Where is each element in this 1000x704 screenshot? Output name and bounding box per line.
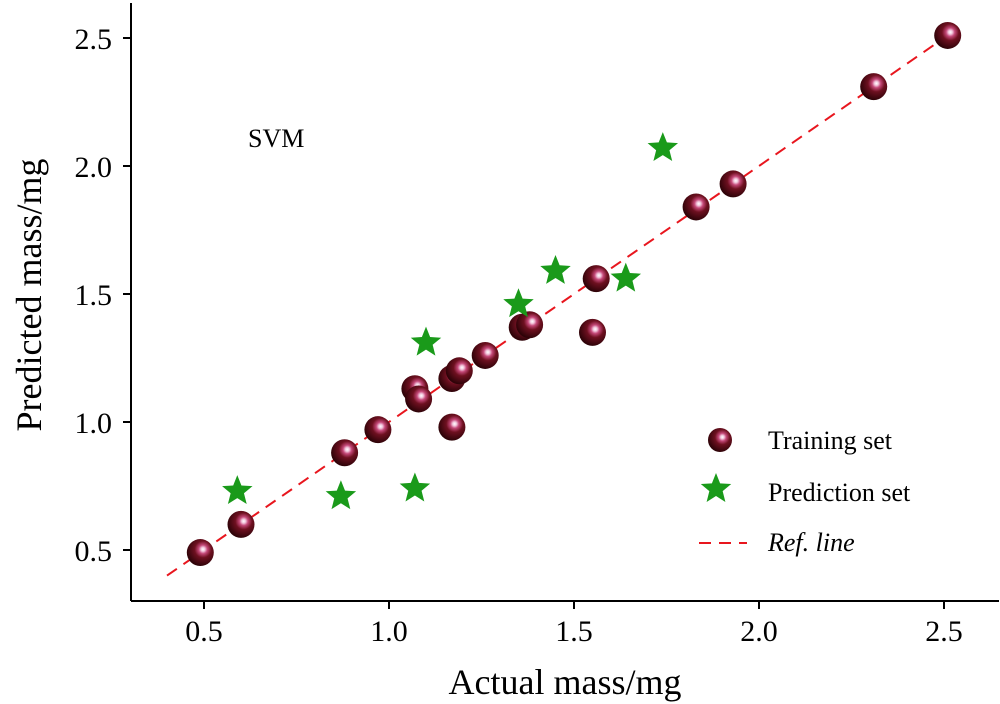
training-point [445, 357, 473, 385]
y-tick-label: 0.5 [75, 535, 113, 568]
ticks: 0.5 1.0 1.5 2.0 2.5 0.5 1.0 1.5 2.0 2.5 [75, 23, 963, 648]
legend-label-training: Training set [768, 426, 893, 455]
training-point [719, 170, 747, 198]
training-point [364, 416, 392, 444]
legend-label-refline: Ref. line [767, 528, 855, 557]
legend-label-prediction: Prediction set [768, 478, 911, 507]
legend-item-prediction: Prediction set [700, 473, 911, 507]
y-tick-label: 2.5 [75, 23, 113, 56]
x-tick-label: 1.5 [555, 615, 593, 648]
y-tick-label: 1.0 [75, 407, 113, 440]
training-point [516, 311, 544, 339]
legend-star-marker [700, 473, 732, 502]
x-axis-title: Actual mass/mg [449, 662, 682, 702]
legend-item-training: Training set [708, 426, 893, 455]
points-layer [186, 21, 962, 567]
x-tick-label: 2.5 [925, 615, 963, 648]
training-point [186, 539, 214, 567]
training-point [227, 510, 255, 538]
training-point [471, 341, 499, 369]
training-point [405, 385, 433, 413]
training-point [934, 21, 962, 49]
x-tick-label: 2.0 [740, 615, 778, 648]
prediction-point [610, 262, 642, 292]
legend: Training set Prediction set Ref. line [699, 426, 911, 557]
training-point [331, 439, 359, 467]
legend-sphere-marker [708, 428, 732, 452]
x-tick-label: 0.5 [185, 615, 223, 648]
prediction-point [399, 472, 431, 502]
svm-annotation: SVM [248, 124, 304, 153]
prediction-point [647, 132, 679, 162]
prediction-point [410, 326, 442, 356]
prediction-point [540, 254, 571, 284]
axes [130, 3, 999, 602]
legend-item-refline: Ref. line [699, 528, 855, 557]
y-axis-title: Predicted mass/mg [9, 159, 49, 432]
y-tick-label: 2.0 [75, 151, 113, 184]
prediction-point [325, 480, 357, 510]
training-point [582, 265, 610, 293]
training-point [579, 318, 606, 346]
training-point [682, 193, 710, 221]
x-tick-label: 1.0 [370, 615, 408, 648]
prediction-point [222, 475, 253, 505]
training-point [860, 73, 888, 101]
prediction-point [503, 288, 534, 318]
y-tick-label: 1.5 [75, 279, 113, 312]
training-point [438, 413, 466, 441]
